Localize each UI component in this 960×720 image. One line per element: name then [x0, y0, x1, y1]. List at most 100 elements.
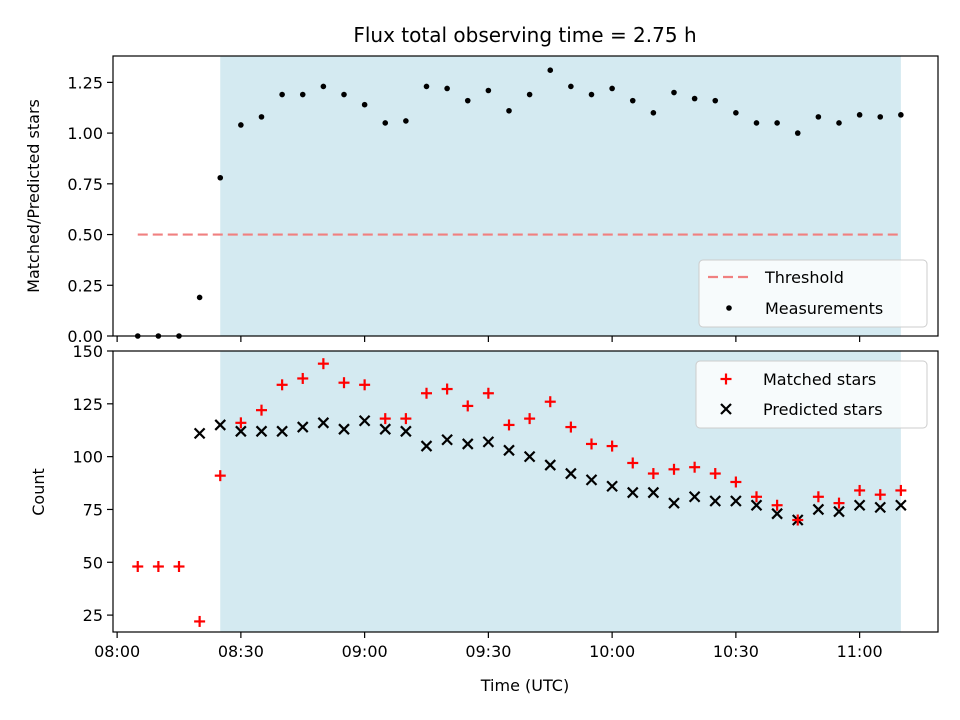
y-tick-label: 75	[83, 500, 103, 519]
predicted-point	[235, 425, 247, 438]
measurement-point	[444, 85, 450, 92]
predicted-point	[379, 423, 392, 435]
predicted-point	[853, 499, 866, 512]
matched-point	[462, 400, 474, 412]
measurement-point	[898, 112, 904, 118]
measurement-point	[279, 91, 285, 98]
legend-threshold-label: Threshold	[764, 268, 844, 287]
matched-point	[751, 491, 762, 503]
legend-predicted-swatch	[720, 403, 732, 415]
matched-point	[647, 468, 659, 480]
bottom-axes-frame	[112, 350, 939, 633]
measurement-point	[506, 107, 512, 114]
x-tick-label: 08:00	[94, 642, 140, 661]
matched-point	[833, 497, 845, 509]
predicted-point	[730, 495, 742, 507]
top-axes-frame	[112, 55, 939, 337]
predicted-point	[895, 499, 907, 512]
y-tick-label: 0.50	[67, 226, 103, 245]
matched-point	[771, 499, 783, 511]
measurement-point	[753, 120, 760, 126]
bottom-panel: 25 50 75 100 125 150 08:00 08:30 09:00 09:30 10:0…	[29, 342, 939, 695]
matched-point	[689, 461, 701, 473]
predicted-point	[544, 459, 557, 471]
matched-point	[720, 373, 732, 385]
matched-point	[730, 476, 742, 488]
matched-point	[379, 413, 391, 425]
predicted-point	[585, 474, 598, 486]
legend-matched-label: Matched stars	[763, 370, 876, 389]
matched-point	[276, 379, 288, 391]
legend-measurement-swatch	[726, 305, 732, 311]
measurement-point	[238, 122, 244, 128]
predicted-point	[833, 505, 845, 518]
measurement-point	[258, 114, 265, 120]
measurement-point	[196, 294, 203, 301]
predicted-point	[812, 503, 825, 516]
matched-point	[214, 470, 226, 482]
x-tick-label: 10:30	[713, 642, 759, 661]
measurement-point	[403, 118, 409, 124]
y-tick-label: 1.25	[67, 73, 103, 92]
measurement-points	[134, 67, 904, 339]
measurement-point	[464, 97, 471, 104]
x-tick-label: 10:00	[589, 642, 635, 661]
matched-point	[482, 387, 494, 399]
predicted-point	[503, 444, 515, 457]
matched-point	[400, 413, 412, 425]
measurement-point	[217, 174, 224, 181]
measurement-point	[382, 120, 389, 126]
measurement-point	[361, 101, 368, 108]
predicted-point	[214, 419, 227, 431]
predicted-point	[400, 425, 412, 438]
matched-point	[627, 457, 639, 469]
measurement-point	[794, 130, 801, 136]
matched-point	[235, 417, 247, 429]
matched-point	[256, 404, 267, 416]
top-panel: 0.00 0.25 0.50 0.75 1.00 1.25 Matched/Predict…	[24, 55, 939, 346]
y-tick-label: 125	[72, 395, 103, 414]
measurement-point	[815, 114, 822, 120]
matched-point	[524, 413, 536, 425]
bottom-legend-box	[695, 360, 928, 429]
top-y-axis-label: Matched/Predicted stars	[24, 99, 43, 293]
x-tick-label: 09:30	[465, 642, 511, 661]
top-legend-box	[698, 259, 928, 328]
matched-point	[359, 379, 371, 391]
y-tick-label: 0.75	[67, 175, 103, 194]
predicted-point	[771, 507, 783, 520]
predicted-point	[668, 497, 680, 509]
matched-point	[338, 377, 350, 389]
predicted-point	[606, 480, 618, 492]
predicted-point	[688, 491, 701, 503]
measurement-point	[836, 120, 842, 126]
y-tick-label: 50	[83, 553, 103, 572]
measurement-point	[856, 112, 863, 118]
matched-point	[895, 484, 907, 496]
predicted-point	[276, 425, 288, 438]
predicted-point	[420, 440, 433, 452]
matched-point	[421, 387, 432, 399]
measurement-point	[341, 91, 347, 98]
measurement-point	[877, 114, 884, 120]
matched-point	[317, 358, 329, 370]
measurement-point	[609, 85, 615, 92]
measurement-point	[547, 67, 554, 74]
predicted-point	[193, 427, 206, 440]
matched-point	[297, 372, 309, 384]
measurement-point	[526, 91, 533, 98]
matched-point	[565, 421, 577, 433]
y-tick-label: 0.25	[67, 276, 103, 295]
measurement-point	[299, 91, 306, 98]
matched-point	[544, 396, 556, 408]
predicted-point	[317, 417, 330, 429]
count-points	[132, 358, 907, 627]
predicted-point	[720, 403, 732, 415]
measurement-point	[671, 89, 677, 96]
matched-point	[503, 419, 515, 431]
legend-predicted-label: Predicted stars	[763, 400, 883, 419]
bottom-legend: Matched stars Predicted stars	[695, 360, 928, 429]
measurement-point	[485, 87, 492, 94]
matched-point	[606, 440, 618, 452]
